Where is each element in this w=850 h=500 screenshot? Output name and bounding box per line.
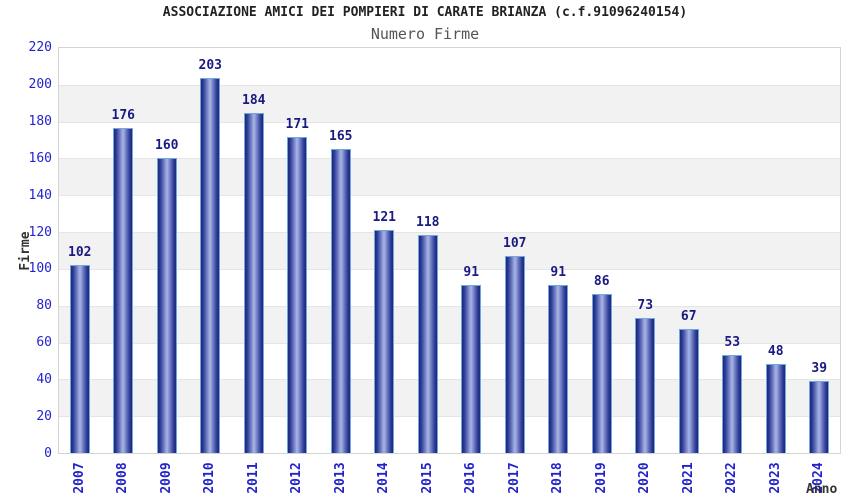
grid-band xyxy=(59,342,840,381)
bar-2014[interactable] xyxy=(374,230,395,453)
y-tick-label: 100 xyxy=(28,261,52,277)
bar-value-label: 53 xyxy=(724,335,741,350)
y-tick-label: 40 xyxy=(36,372,52,388)
x-tick-label: 2007 xyxy=(71,462,87,494)
y-tick-label: 0 xyxy=(44,446,52,461)
x-tick-label: 2011 xyxy=(245,462,261,494)
bar-value-label: 91 xyxy=(463,265,480,280)
grid-band xyxy=(59,121,840,160)
bar-2022[interactable] xyxy=(722,355,743,453)
bar-2021[interactable] xyxy=(678,329,699,453)
bar-value-label: 165 xyxy=(329,129,353,144)
y-tick-label: 160 xyxy=(28,150,52,166)
bar-2012[interactable] xyxy=(287,137,308,453)
y-tick-label: 80 xyxy=(36,298,52,314)
bar-2018[interactable] xyxy=(548,285,569,453)
bar-2011[interactable] xyxy=(243,113,264,453)
bar-2008[interactable] xyxy=(113,128,134,453)
bar-value-label: 102 xyxy=(68,245,92,260)
bar-2023[interactable] xyxy=(765,364,786,453)
x-tick-label: 2009 xyxy=(158,462,174,494)
plot-area xyxy=(58,47,841,454)
x-tick-label: 2008 xyxy=(115,462,131,494)
bar-2017[interactable] xyxy=(504,256,525,453)
y-tick-label: 220 xyxy=(28,40,52,55)
grid-band xyxy=(59,48,840,85)
bar-2009[interactable] xyxy=(156,158,177,453)
grid-band xyxy=(59,305,840,344)
bar-value-label: 203 xyxy=(198,58,222,73)
x-tick-label: 2018 xyxy=(550,462,566,494)
bar-value-label: 121 xyxy=(372,210,396,225)
bar-value-label: 160 xyxy=(155,138,179,153)
bar-value-label: 48 xyxy=(767,344,784,359)
grid-band xyxy=(59,416,840,454)
x-tick-label: 2019 xyxy=(593,462,609,494)
bar-2019[interactable] xyxy=(591,294,612,453)
x-tick-label: 2017 xyxy=(506,462,522,494)
grid-band xyxy=(59,379,840,418)
x-tick-label: 2016 xyxy=(463,462,479,494)
bar-2020[interactable] xyxy=(635,318,656,453)
bar-2013[interactable] xyxy=(330,149,351,453)
bar-2010[interactable] xyxy=(200,78,221,453)
y-tick-label: 180 xyxy=(28,113,52,129)
bar-value-label: 86 xyxy=(593,274,610,289)
bar-2015[interactable] xyxy=(417,235,438,453)
x-tick-label: 2010 xyxy=(202,462,218,494)
bar-2024[interactable] xyxy=(809,381,830,453)
grid-band xyxy=(59,268,840,307)
x-tick-label: 2015 xyxy=(419,462,435,494)
x-tick-label: 2012 xyxy=(289,462,305,494)
y-tick-label: 120 xyxy=(28,224,52,240)
bar-value-label: 184 xyxy=(242,93,266,108)
x-tick-label: 2020 xyxy=(637,462,653,494)
x-tick-label: 2023 xyxy=(767,462,783,494)
x-tick-label: 2014 xyxy=(376,462,392,494)
grid-band xyxy=(59,158,840,197)
bar-value-label: 176 xyxy=(111,108,135,123)
grid-band xyxy=(59,195,840,233)
y-axis-title: Firme xyxy=(18,231,33,271)
chart-subtitle: Numero Firme xyxy=(370,25,480,43)
bar-value-label: 67 xyxy=(680,309,697,324)
x-axis-title: Anno xyxy=(806,482,838,497)
grid-band xyxy=(59,232,840,270)
bar-2007[interactable] xyxy=(69,265,90,453)
bar-value-label: 39 xyxy=(811,361,828,376)
y-tick-label: 200 xyxy=(28,76,52,92)
y-tick-label: 60 xyxy=(36,335,52,351)
y-tick-label: 20 xyxy=(36,409,52,425)
x-tick-label: 2013 xyxy=(332,462,348,494)
bar-value-label: 171 xyxy=(285,117,309,132)
y-tick-label: 140 xyxy=(28,187,52,203)
grid-band xyxy=(59,84,840,123)
x-tick-label: 2022 xyxy=(724,462,740,494)
bar-value-label: 73 xyxy=(637,298,654,313)
bar-value-label: 91 xyxy=(550,265,567,280)
x-tick-label: 2021 xyxy=(680,462,696,494)
bar-value-label: 118 xyxy=(416,215,440,230)
bar-value-label: 107 xyxy=(503,236,527,251)
bar-2016[interactable] xyxy=(461,285,482,453)
chart-title: ASSOCIAZIONE AMICI DEI POMPIERI DI CARAT… xyxy=(162,5,688,20)
